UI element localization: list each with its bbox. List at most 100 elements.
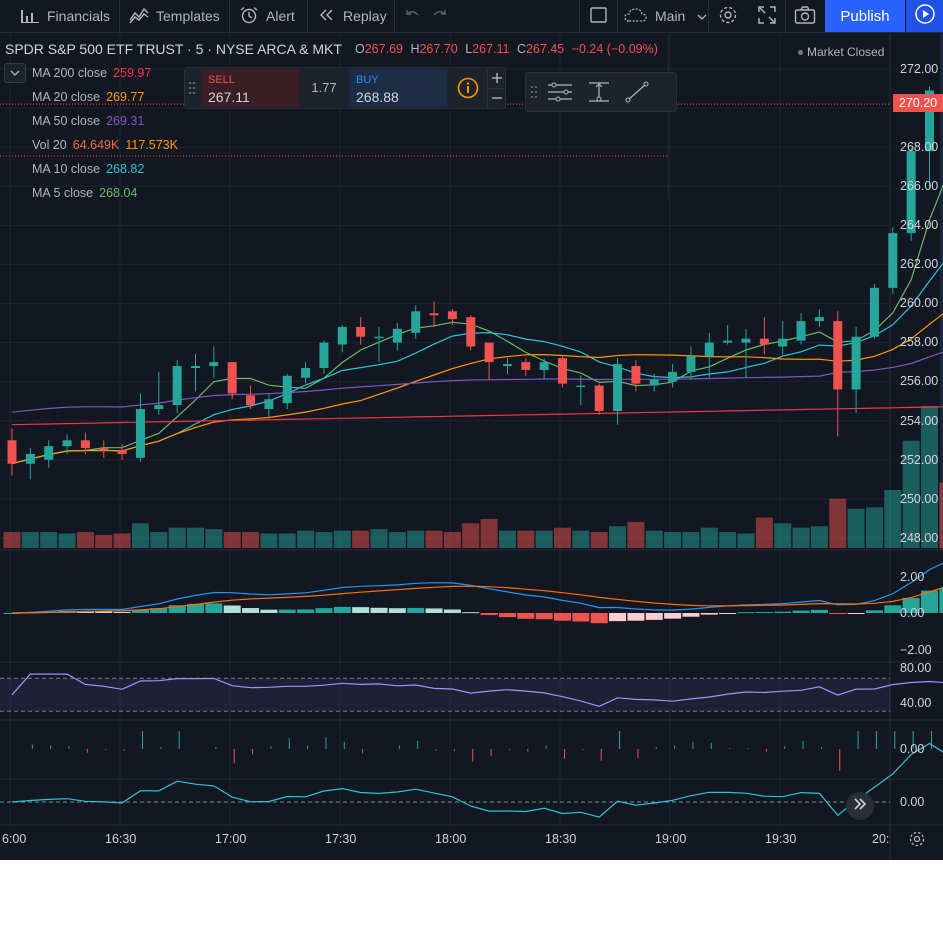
trend-line-tool[interactable]	[624, 80, 650, 109]
price-axis-label: 260.00	[900, 296, 939, 310]
square-icon	[589, 6, 609, 27]
macd-histogram-bar	[682, 613, 700, 617]
indicator-ma200[interactable]: MA 200 close 259.97	[32, 66, 151, 80]
close-value: 267.45	[525, 42, 565, 56]
indicator-ma20[interactable]: MA 20 close 269.77	[32, 90, 144, 104]
candle-body	[374, 336, 384, 339]
candle-body	[649, 379, 659, 386]
symbol-title[interactable]: SPDR S&P 500 ETF TRUST · 5 · NYSE ARCA &…	[5, 41, 342, 57]
macd-histogram-bar	[884, 605, 902, 613]
volume-bar	[131, 523, 149, 548]
cloud-icon	[624, 6, 648, 27]
macd-histogram-bar	[278, 609, 296, 613]
candle-body	[686, 356, 696, 372]
expand-icon	[757, 5, 777, 28]
macd-histogram-bar	[664, 613, 682, 619]
volume-bar	[297, 530, 315, 548]
layout-selector[interactable]: Main	[624, 0, 707, 32]
publish-button[interactable]: Publish	[825, 0, 905, 32]
indicator-ma10[interactable]: MA 10 close 268.82	[32, 162, 144, 176]
play-button[interactable]	[906, 0, 943, 32]
buy-button[interactable]: BUY 268.88	[349, 69, 447, 107]
fullscreen-button[interactable]	[757, 0, 777, 32]
volume-bar	[425, 530, 443, 548]
macd-line	[11, 562, 943, 614]
pane4-axis-label: 0.00	[900, 795, 925, 809]
candle-body	[135, 409, 145, 458]
ma5-line	[11, 184, 943, 465]
indicator-value: 268.04	[99, 186, 138, 200]
volume-bar	[535, 530, 553, 548]
price-axis-label: 268.00	[900, 140, 939, 154]
volume-bar	[407, 530, 425, 548]
ma20-line	[11, 313, 943, 465]
price-axis-label: 256.00	[900, 374, 939, 388]
redo-icon	[431, 6, 449, 27]
redo-button[interactable]	[431, 0, 449, 32]
chart-canvas[interactable]	[0, 0, 943, 860]
low-label: L	[465, 42, 473, 56]
candle-body	[154, 405, 164, 410]
candle-body	[466, 317, 476, 347]
fullscreen-rect-button[interactable]	[589, 0, 609, 32]
scroll-to-realtime-button[interactable]	[846, 792, 874, 820]
candle-body	[631, 366, 641, 384]
candle-body	[723, 340, 733, 343]
volume-bar	[40, 532, 58, 548]
macd-histogram-bar	[223, 605, 241, 613]
publish-label: Publish	[840, 7, 890, 25]
double-chevron-right-icon	[852, 797, 868, 816]
price-range-tool[interactable]	[586, 80, 612, 109]
quantity-decrease-button[interactable]	[487, 88, 506, 108]
info-button[interactable]	[457, 77, 479, 104]
indicator-name: MA 200 close	[32, 66, 108, 80]
macd-histogram-bar	[150, 608, 168, 613]
change-value: −0.24 (−0.09%)	[571, 42, 658, 56]
macd-histogram-bar	[3, 613, 21, 614]
candle-body	[282, 375, 292, 404]
financials-button[interactable]: Financials	[20, 0, 110, 32]
snapshot-button[interactable]	[794, 0, 816, 32]
volume-bar	[645, 530, 663, 548]
trading-widget: SELL 267.11 1.77 BUY 268.88	[184, 67, 506, 109]
quantity-increase-button[interactable]	[487, 69, 506, 88]
indicator-value: 64.649K	[72, 138, 120, 152]
drag-handle-icon[interactable]	[188, 81, 196, 100]
time-axis-label: 20:	[872, 832, 890, 846]
volume-bar	[333, 530, 351, 548]
replay-button[interactable]: Replay	[318, 0, 387, 32]
macd-histogram-bar	[462, 612, 480, 614]
alert-button[interactable]: Alert	[239, 0, 295, 32]
high-label: H	[410, 42, 420, 56]
ma200-line	[11, 406, 943, 426]
volume-bar	[168, 527, 186, 548]
sell-button[interactable]: SELL 267.11	[201, 69, 299, 107]
macd-signal-line	[11, 585, 943, 614]
drag-handle-icon[interactable]	[530, 85, 538, 104]
macd-histogram-bar	[774, 611, 792, 613]
time-axis-label: 18:30	[545, 832, 577, 846]
settings-button[interactable]	[717, 0, 739, 32]
templates-icon	[129, 6, 149, 27]
indicator-ma50[interactable]: MA 50 close 269.31	[32, 114, 144, 128]
candle-body	[925, 90, 934, 152]
legend-collapse-button[interactable]	[4, 63, 26, 83]
volume-bar	[700, 527, 718, 548]
chart-settings-button[interactable]	[908, 830, 926, 853]
templates-button[interactable]: Templates	[129, 0, 220, 32]
parallel-channel-tool[interactable]	[546, 80, 574, 109]
candle-body	[851, 336, 861, 390]
volume-bar	[370, 529, 388, 548]
replay-label: Replay	[343, 8, 387, 24]
candle-body	[576, 385, 586, 388]
undo-button[interactable]	[403, 0, 421, 32]
time-axis-label: 17:30	[325, 832, 357, 846]
macd-histogram-bar	[921, 590, 938, 613]
macd-histogram-bar	[535, 613, 553, 620]
volume-bar	[3, 532, 21, 548]
indicator-ma5[interactable]: MA 5 close 268.04	[32, 186, 137, 200]
financials-label: Financials	[47, 8, 111, 24]
time-axis-label: 6:00	[2, 832, 27, 846]
toolbar-divider	[617, 0, 618, 32]
indicator-vol20[interactable]: Vol 20 64.649K 117.573K	[32, 138, 178, 152]
